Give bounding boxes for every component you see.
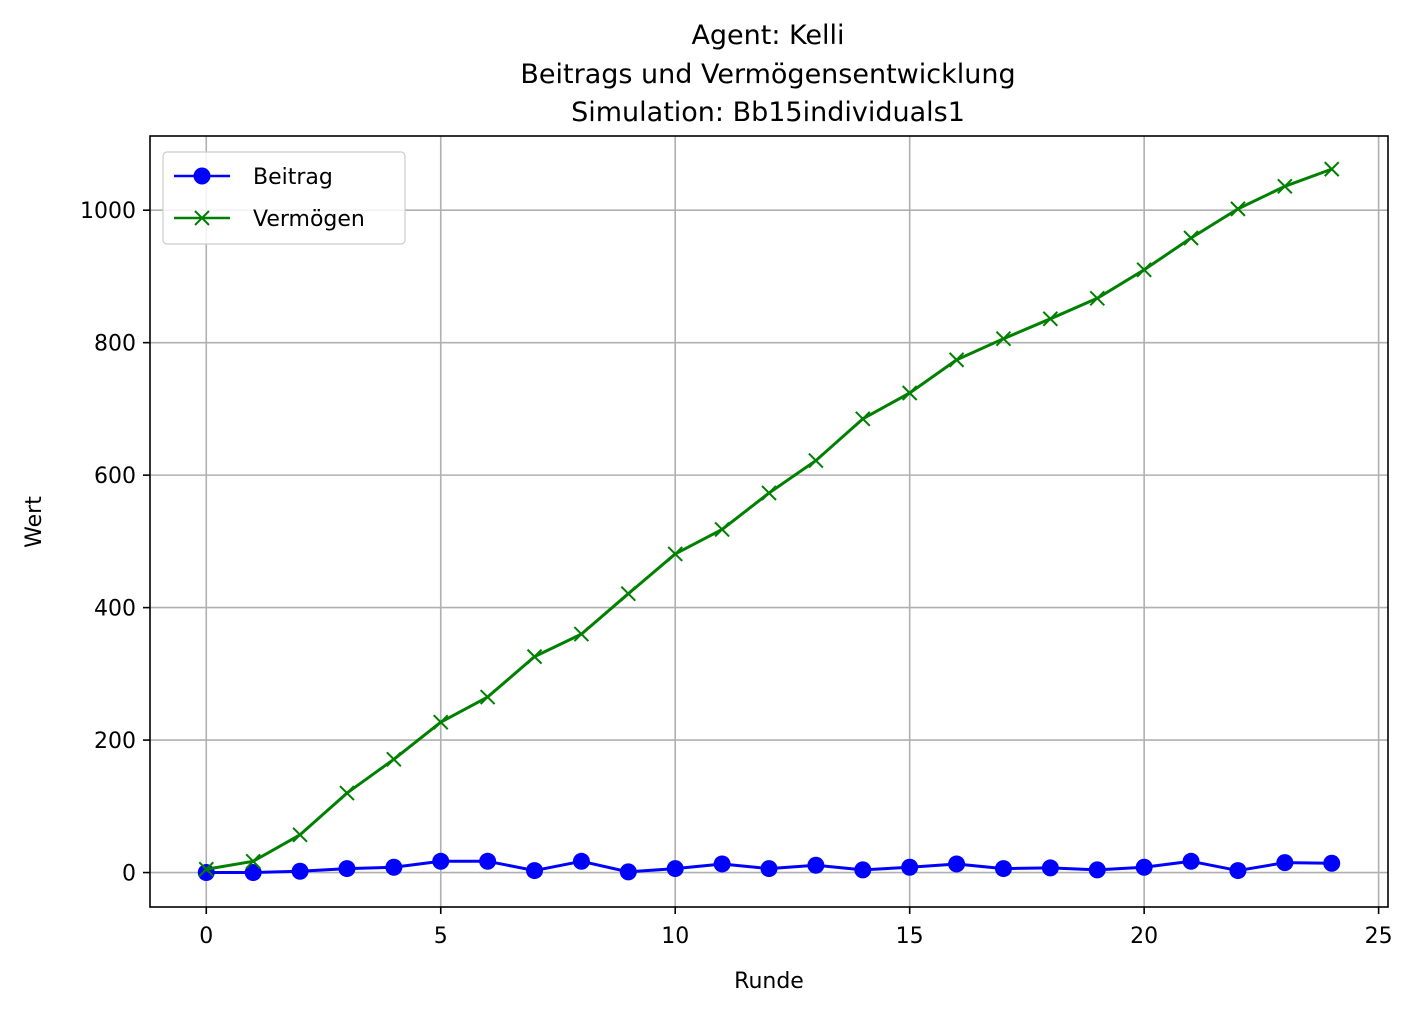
series-0: [197, 852, 1341, 882]
data-point: [479, 689, 496, 705]
data-point: [666, 860, 684, 878]
data-point: [526, 862, 544, 880]
legend-marker-beitrag: [193, 167, 211, 185]
data-point: [761, 485, 777, 501]
title-line-2: Beitrags und Vermögensentwicklung: [520, 59, 1015, 90]
title-line-1: Agent: Kelli: [691, 20, 844, 51]
data-point: [1041, 859, 1059, 877]
x-tick-label: 0: [199, 924, 213, 949]
data-point: [995, 330, 1012, 347]
data-point: [1088, 861, 1106, 879]
data-point: [948, 855, 966, 873]
legend: Beitrag Vermögen: [162, 151, 406, 245]
data-point: [385, 858, 403, 876]
data-point: [1277, 178, 1293, 195]
data-point: [1230, 201, 1246, 217]
data-point: [386, 751, 402, 767]
data-point: [808, 452, 824, 469]
legend-label-vermoegen: Vermögen: [253, 207, 365, 232]
data-point: [245, 853, 261, 870]
x-axis-ticks: 0 5 10 15 20 25: [199, 907, 1393, 949]
y-tick-label: 200: [94, 729, 136, 754]
series-layer: [197, 161, 1341, 882]
y-tick-label: 600: [94, 464, 136, 489]
data-point: [994, 860, 1012, 878]
chart-title: Agent: Kelli Beitrags und Vermögensentwi…: [520, 20, 1015, 128]
data-point: [713, 855, 731, 873]
data-point: [855, 411, 871, 427]
title-line-3: Simulation: Bb15individuals1: [571, 97, 965, 128]
data-point: [432, 852, 450, 870]
x-tick-label: 5: [434, 924, 448, 949]
data-point: [433, 714, 449, 730]
data-point: [198, 861, 214, 877]
data-point: [573, 626, 590, 642]
data-point: [1136, 262, 1152, 278]
y-tick-label: 1000: [80, 199, 136, 224]
data-point: [291, 862, 309, 880]
x-tick-label: 15: [896, 924, 924, 949]
data-point: [714, 521, 730, 538]
data-point: [526, 648, 543, 665]
data-point: [760, 860, 778, 878]
y-axis-label: Wert: [22, 496, 47, 548]
y-tick-label: 400: [94, 597, 136, 622]
data-point: [1323, 854, 1341, 872]
data-point: [197, 864, 215, 882]
data-point: [1182, 852, 1200, 870]
x-tick-label: 20: [1130, 924, 1158, 949]
data-point: [807, 856, 825, 874]
data-point: [854, 861, 872, 879]
grid: [150, 136, 1388, 907]
data-point: [667, 546, 683, 562]
data-point: [244, 864, 262, 882]
y-tick-label: 800: [94, 332, 136, 357]
data-point: [1042, 311, 1059, 327]
x-tick-label: 10: [661, 924, 689, 949]
data-point: [948, 352, 965, 368]
data-point: [339, 785, 355, 801]
data-point: [620, 585, 637, 602]
data-point: [1276, 854, 1294, 872]
data-point: [1229, 862, 1247, 880]
x-axis-label: Runde: [734, 969, 804, 994]
y-axis-ticks: 0 200 400 600 800 1000: [80, 199, 150, 887]
legend-label-beitrag: Beitrag: [253, 165, 333, 190]
data-point: [479, 852, 497, 870]
legend-marker-vermoegen: [194, 210, 210, 226]
data-point: [1089, 290, 1105, 306]
data-point: [901, 385, 918, 401]
data-point: [292, 827, 308, 843]
y-tick-label: 0: [122, 862, 136, 887]
x-tick-label: 25: [1365, 924, 1393, 949]
series-1: [198, 161, 1340, 877]
data-point: [901, 858, 919, 876]
data-point: [572, 852, 590, 870]
data-point: [1183, 230, 1199, 246]
data-point: [1135, 858, 1153, 876]
plot-frame: [149, 135, 1389, 908]
data-point: [619, 863, 637, 881]
data-point: [1324, 161, 1340, 177]
data-point: [338, 860, 356, 878]
